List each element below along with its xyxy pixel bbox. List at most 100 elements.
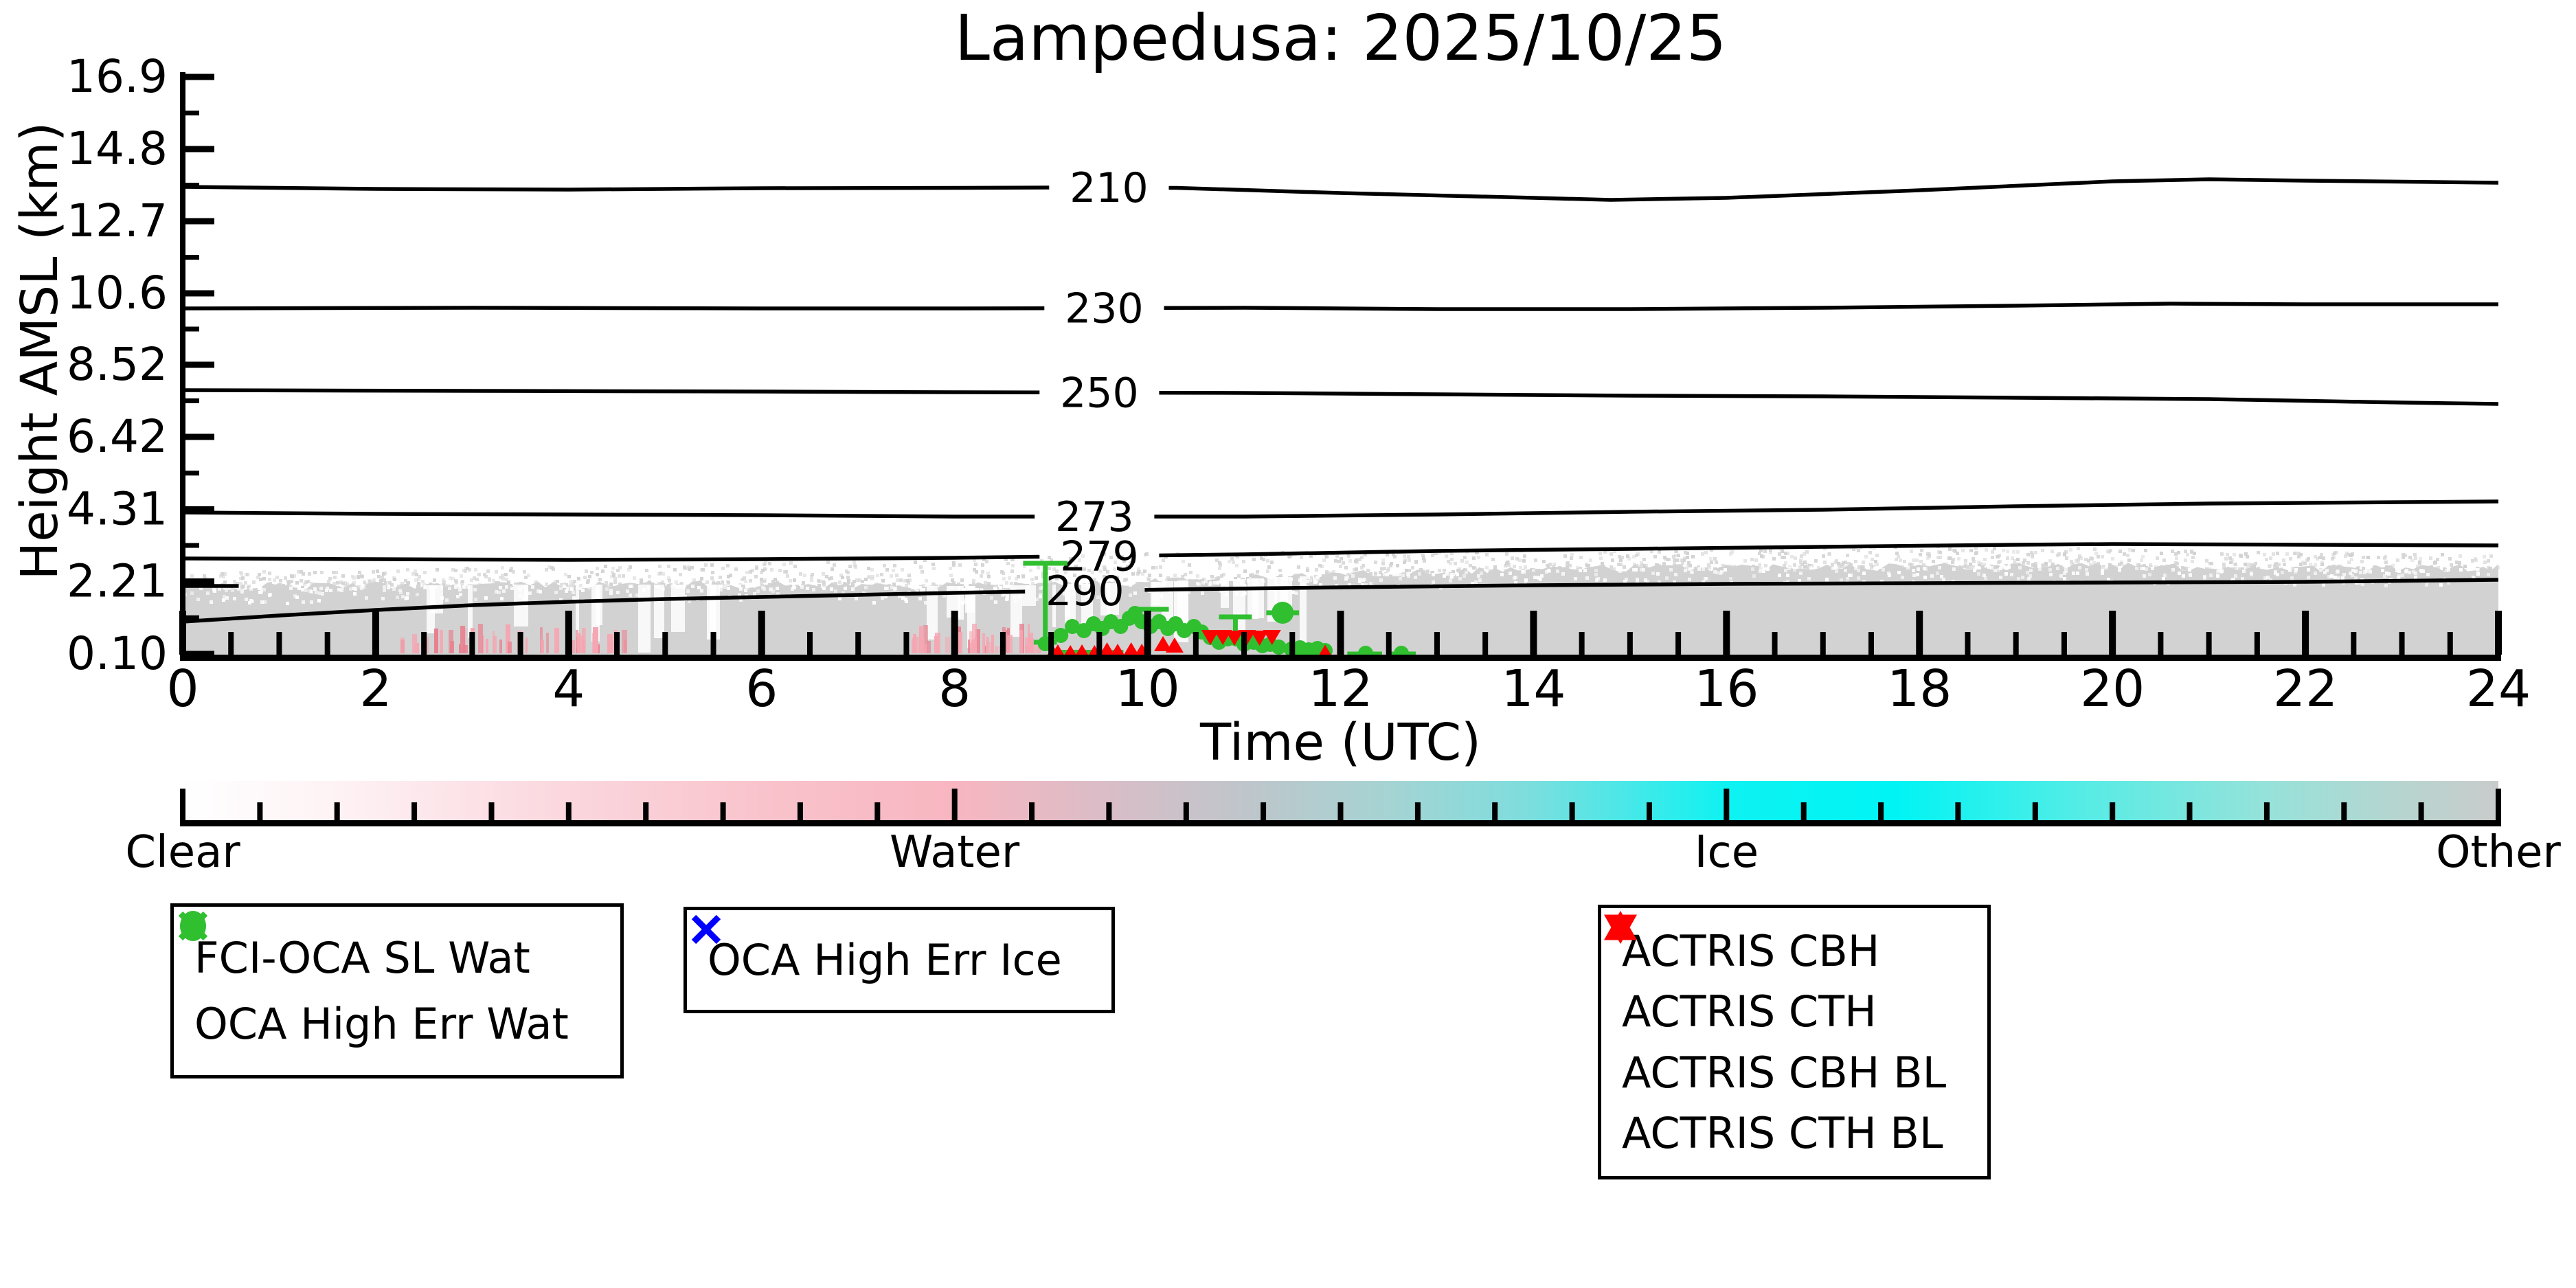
colorbar-minor-tick <box>2341 802 2347 820</box>
x-minor-tick <box>903 632 909 655</box>
water-streak <box>582 639 585 653</box>
field-speckle-white <box>2018 566 2022 569</box>
field-speckle <box>2360 560 2364 563</box>
field-speckle <box>1006 562 1010 565</box>
field-speckle <box>973 558 976 562</box>
field-speckle <box>2190 550 2193 554</box>
field-speckle <box>1928 554 1931 558</box>
field-speckle-white <box>616 591 620 594</box>
field-speckle <box>245 573 248 576</box>
field-speckle <box>2414 556 2417 560</box>
field-speckle <box>2283 563 2286 566</box>
field-speckle-white <box>387 586 390 589</box>
field-speckle-white <box>587 586 591 589</box>
colorbar-minor-tick <box>1414 802 1421 820</box>
field-speckle <box>2307 557 2310 561</box>
field-speckle-white <box>559 587 563 590</box>
field-speckle <box>1560 567 1563 571</box>
legend-item-actris-cth: ACTRIS CTH <box>1607 916 1967 1043</box>
field-speckle <box>483 573 486 576</box>
field-speckle <box>1752 565 1755 568</box>
field-speckle-white <box>1632 568 1636 572</box>
field-speckle-white <box>474 598 477 601</box>
field-speckle <box>1919 560 1923 563</box>
field-speckle <box>2347 553 2351 556</box>
field-speckle-white <box>2319 569 2323 572</box>
field-speckle-white <box>1759 569 1762 573</box>
field-speckle <box>273 578 276 582</box>
field-speckle <box>2059 565 2063 569</box>
field-speckle-white <box>199 587 203 590</box>
field-speckle-white <box>2189 574 2192 577</box>
field-speckle-white <box>341 586 344 589</box>
field-speckle-white <box>1912 569 1915 572</box>
field-speckle <box>1936 556 1940 559</box>
field-speckle <box>2402 553 2405 556</box>
field-speckle <box>2238 567 2241 571</box>
field-speckle-white <box>1351 574 1355 578</box>
field-speckle <box>2123 552 2126 556</box>
field-speckle-white <box>2266 576 2270 579</box>
field-speckle-white <box>2086 572 2089 576</box>
field-speckle <box>949 567 952 570</box>
field-speckle-white <box>918 597 922 600</box>
field-speckle-white <box>1787 567 1791 570</box>
field-speckle <box>1120 555 1124 558</box>
x-minor-tick <box>276 632 282 655</box>
field-speckle <box>1730 550 1734 554</box>
field-speckle-white <box>898 594 901 598</box>
colorbar-minor-tick <box>488 802 495 820</box>
field-speckle-white <box>1977 572 1980 576</box>
field-speckle <box>1381 573 1384 576</box>
field-speckle-white <box>349 587 352 591</box>
scatter-point-actris-cbh <box>1109 644 1126 657</box>
colorbar-minor-tick <box>1800 802 1807 820</box>
field-speckle <box>1691 555 1695 558</box>
field-speckle <box>632 583 635 587</box>
field-speckle <box>1617 563 1620 566</box>
field-speckle-white <box>1705 577 1708 580</box>
field-speckle-white <box>1386 573 1389 576</box>
field-speckle <box>1405 569 1408 572</box>
field-speckle-white <box>2026 571 2029 574</box>
x-tick-label: 2 <box>359 659 392 719</box>
field-speckle <box>612 573 615 576</box>
field-speckle <box>1546 564 1549 567</box>
field-speckle <box>2252 565 2256 568</box>
field-speckle-white <box>2209 574 2213 577</box>
colorbar-minor-tick <box>1955 802 1961 820</box>
field-speckle <box>313 571 317 574</box>
field-speckle <box>1897 555 1900 558</box>
field-speckle-white <box>1912 574 1916 577</box>
field-speckle <box>556 580 559 583</box>
field-speckle <box>903 579 907 583</box>
field-speckle <box>810 575 813 578</box>
field-speckle <box>1122 559 1126 563</box>
field-speckle <box>504 573 508 576</box>
field-speckle <box>2373 565 2376 569</box>
field-speckle <box>422 583 426 587</box>
field-speckle <box>838 580 841 584</box>
field-speckle <box>1129 561 1132 565</box>
field-speckle <box>1380 567 1383 570</box>
field-speckle-white <box>399 591 403 594</box>
field-speckle <box>2483 555 2486 558</box>
field-speckle-white <box>2397 574 2401 578</box>
field-speckle <box>2362 567 2365 570</box>
field-speckle-white <box>1751 567 1754 571</box>
field-speckle <box>1754 558 1758 562</box>
field-speckle-white <box>1039 595 1042 598</box>
field-speckle <box>2430 565 2433 569</box>
field-speckle-white <box>1665 576 1669 580</box>
y-major-tick <box>183 433 214 440</box>
water-streak <box>1032 642 1037 653</box>
field-speckle-white <box>2276 573 2279 576</box>
field-speckle <box>1952 549 1956 552</box>
field-speckle-white <box>304 589 308 592</box>
field-speckle-white <box>990 596 993 600</box>
field-speckle-white <box>1636 580 1639 584</box>
field-speckle-white <box>2408 571 2411 574</box>
field-speckle-white <box>2250 572 2253 575</box>
field-speckle <box>1542 560 1546 563</box>
